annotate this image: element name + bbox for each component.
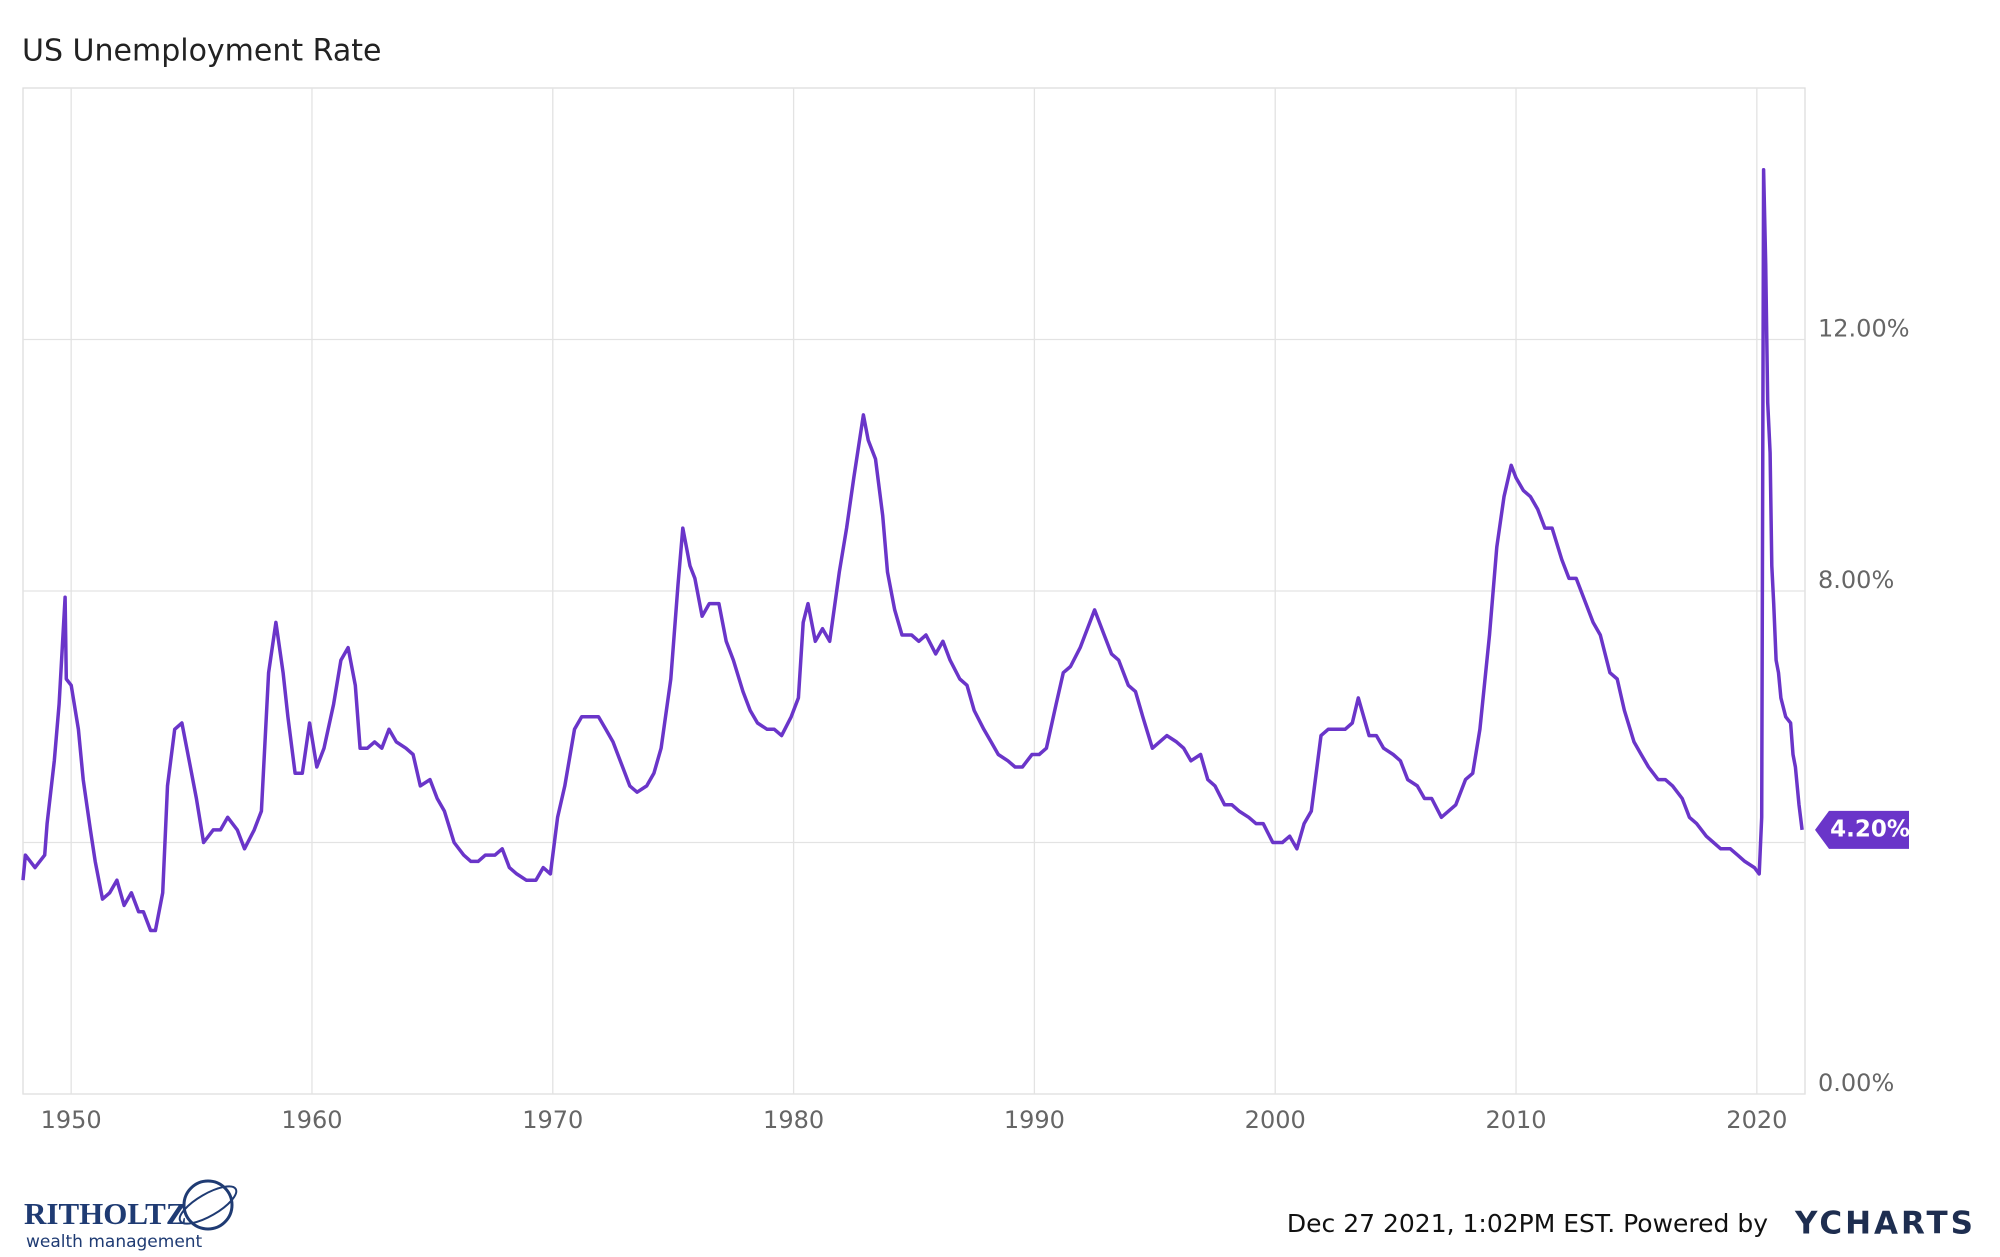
x-tick-label: 2000 xyxy=(1245,1106,1306,1134)
x-tick-label: 2020 xyxy=(1726,1106,1787,1134)
x-tick-label: 1960 xyxy=(281,1106,342,1134)
x-tick-label: 1950 xyxy=(41,1106,102,1134)
y-tick-label: 12.00% xyxy=(1818,315,1910,343)
line xyxy=(21,167,1804,933)
y-tick-label: 0.00% xyxy=(1818,1069,1894,1097)
x-tick-label: 1980 xyxy=(763,1106,824,1134)
logo-emblem xyxy=(182,1179,234,1231)
value-badge-label: 4.20% xyxy=(1830,816,1910,842)
footer-timestamp: Dec 27 2021, 1:02PM EST. Powered by xyxy=(1287,1209,1768,1238)
y-tick-label: 8.00% xyxy=(1818,566,1894,594)
x-tick-label: 2010 xyxy=(1485,1106,1546,1134)
logo-sub: wealth management xyxy=(26,1232,203,1252)
x-tick-label: 1970 xyxy=(522,1106,583,1134)
logo-emblem xyxy=(178,1185,238,1225)
footer-brand: YCHARTS xyxy=(1794,1206,1976,1242)
x-tick-label: 1990 xyxy=(1004,1106,1065,1134)
chart-title: US Unemployment Rate xyxy=(22,34,381,69)
logo-name: RITHOLTZ xyxy=(24,1196,187,1231)
value-badge xyxy=(1815,810,1909,849)
